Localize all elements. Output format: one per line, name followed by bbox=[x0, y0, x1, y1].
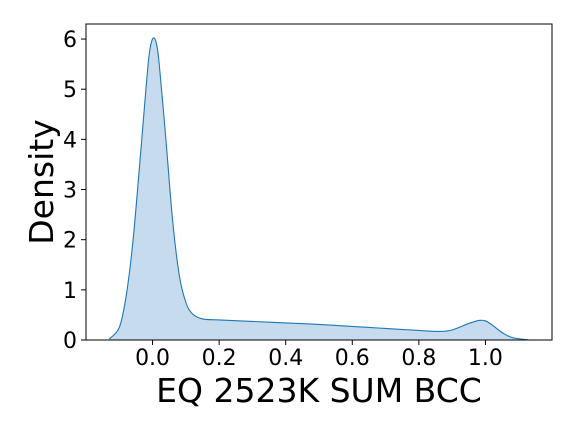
x-tick-label: 0.0 bbox=[135, 346, 170, 371]
x-tick-label: 0.2 bbox=[202, 346, 237, 371]
plot-frame bbox=[85, 23, 553, 341]
x-tick-label: 1.0 bbox=[468, 346, 503, 371]
x-axis: 0.0 0.2 0.4 0.6 0.8 1.0 bbox=[135, 340, 503, 371]
x-tick-label: 0.6 bbox=[335, 346, 370, 371]
y-tick-label: 6 bbox=[63, 28, 77, 53]
y-tick-label: 2 bbox=[63, 229, 77, 254]
y-axis: 0 1 2 3 4 5 6 bbox=[63, 28, 86, 354]
y-tick-label: 5 bbox=[63, 78, 77, 103]
y-tick-label: 3 bbox=[63, 179, 77, 204]
density-fill bbox=[109, 37, 529, 340]
y-tick-label: 0 bbox=[63, 329, 77, 354]
plot-area bbox=[85, 23, 553, 341]
y-tick-label: 4 bbox=[63, 128, 77, 153]
x-tick-label: 0.4 bbox=[268, 346, 303, 371]
x-axis-label: EQ 2523K SUM BCC bbox=[156, 371, 482, 410]
y-axis-label: Density bbox=[22, 119, 61, 244]
x-tick-label: 0.8 bbox=[401, 346, 436, 371]
density-line bbox=[108, 37, 529, 341]
y-tick-label: 1 bbox=[63, 279, 77, 304]
